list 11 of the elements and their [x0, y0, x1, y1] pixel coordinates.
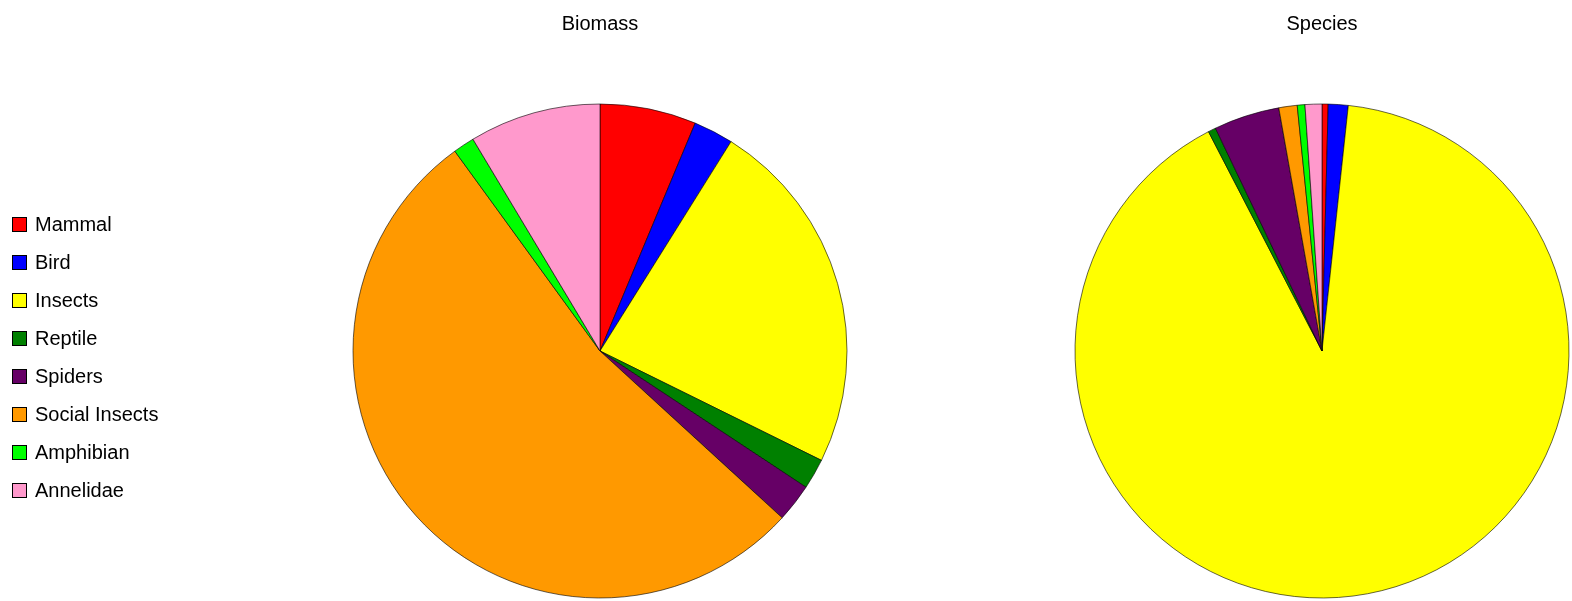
legend-label: Insects	[35, 288, 99, 312]
legend-label: Bird	[35, 250, 71, 274]
legend-label: Social Insects	[35, 402, 159, 426]
legend-label: Amphibian	[35, 440, 130, 464]
chart-title: Species	[1286, 12, 1358, 34]
legend-label: Mammal	[35, 212, 112, 236]
legend-label: Reptile	[35, 326, 98, 350]
legend-label: Annelidae	[35, 478, 124, 502]
legend-label: Spiders	[35, 364, 103, 388]
pie-slice	[1075, 105, 1570, 598]
chart-title: Biomass	[561, 12, 639, 34]
